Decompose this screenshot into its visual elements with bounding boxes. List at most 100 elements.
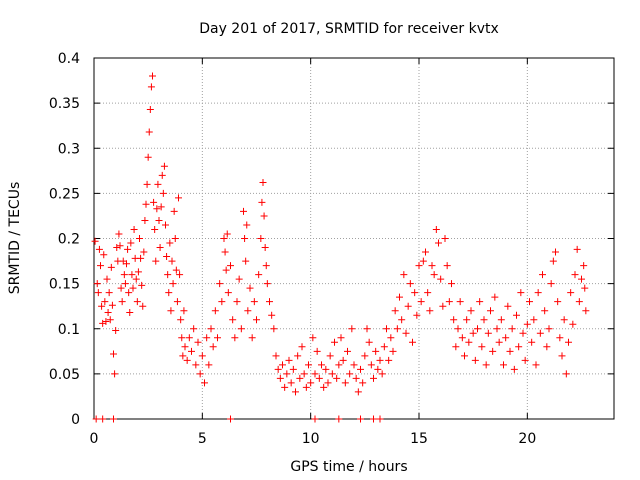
data-point: [196, 370, 204, 378]
data-point: [510, 365, 518, 373]
data-point: [484, 329, 492, 337]
data-point: [92, 415, 100, 423]
y-tick-label: 0.35: [49, 96, 80, 112]
data-point: [513, 311, 520, 319]
data-point: [139, 302, 147, 310]
data-point: [539, 271, 546, 279]
data-point: [91, 237, 99, 245]
data-point: [105, 289, 113, 297]
data-point: [140, 248, 148, 256]
data-point: [118, 298, 126, 306]
data-point: [575, 298, 583, 306]
data-point: [560, 316, 568, 324]
data-point: [300, 370, 308, 378]
data-point: [173, 298, 181, 306]
data-point: [98, 302, 106, 310]
data-point: [183, 356, 191, 364]
data-point: [415, 262, 423, 270]
data-point: [144, 153, 152, 161]
data-point: [352, 374, 360, 382]
data-point: [150, 198, 158, 206]
data-point: [132, 275, 140, 283]
data-point: [357, 365, 364, 373]
data-point: [357, 415, 364, 423]
data-point: [354, 388, 362, 396]
data-point: [424, 289, 432, 297]
data-point: [241, 235, 249, 242]
data-point: [580, 262, 588, 270]
data-point: [104, 309, 112, 317]
data-point: [285, 356, 293, 364]
data-point: [106, 316, 114, 324]
y-tick-label: 0.15: [49, 277, 80, 293]
data-point: [130, 225, 138, 233]
data-point: [432, 225, 440, 233]
data-point: [400, 271, 408, 279]
data-point: [167, 307, 175, 315]
data-point: [463, 316, 471, 324]
data-point: [573, 245, 581, 253]
data-point: [376, 415, 384, 423]
ticks: [93, 57, 614, 420]
data-point: [156, 244, 164, 252]
data-point: [478, 343, 486, 351]
data-point: [493, 325, 501, 333]
data-point: [134, 268, 142, 276]
chart-title: Day 201 of 2017, SRMTID for receiver kvt…: [199, 21, 499, 37]
data-point: [450, 316, 458, 324]
data-point: [162, 221, 169, 229]
y-tick-label: 0: [71, 412, 80, 428]
data-point: [198, 352, 206, 360]
data-point: [448, 280, 455, 288]
data-point: [257, 235, 265, 242]
data-point: [374, 365, 382, 373]
data-point: [437, 275, 445, 283]
data-point: [192, 361, 200, 369]
data-point: [227, 262, 234, 270]
data-point: [169, 280, 177, 288]
data-point: [103, 275, 111, 283]
data-point: [222, 266, 230, 274]
data-point: [93, 280, 101, 288]
data-point: [233, 298, 241, 306]
data-point: [142, 200, 150, 208]
data-point: [127, 239, 135, 247]
data-point: [383, 325, 390, 333]
data-point: [283, 370, 291, 378]
data-point: [175, 194, 182, 202]
data-point: [178, 334, 186, 342]
data-point: [526, 298, 533, 306]
x-tick-label: 5: [198, 431, 207, 447]
data-point: [565, 338, 572, 346]
y-tick-label: 0.25: [49, 186, 80, 202]
data-point: [101, 298, 109, 306]
data-point: [309, 334, 317, 342]
data-point: [528, 338, 536, 346]
data-point: [302, 383, 310, 391]
data-point: [194, 338, 202, 346]
data-point: [426, 307, 434, 315]
data-point: [335, 415, 343, 423]
y-axis-label: SRMTID / TECUs: [7, 182, 23, 295]
data-point: [454, 325, 462, 333]
data-point: [422, 248, 429, 256]
data-point: [125, 289, 133, 297]
data-point: [207, 325, 215, 333]
y-tick-label: 0.3: [58, 141, 80, 157]
data-point: [311, 415, 319, 423]
data-point: [224, 289, 232, 297]
data-point: [138, 281, 146, 289]
data-point: [456, 298, 464, 306]
data-point: [430, 271, 438, 279]
data-point: [502, 334, 510, 342]
data-point: [335, 361, 343, 369]
data-point: [123, 260, 130, 268]
data-point: [465, 338, 473, 346]
data-point: [287, 379, 295, 387]
data-points: [91, 72, 590, 423]
data-point: [223, 230, 231, 238]
data-point: [387, 334, 395, 342]
data-point: [581, 284, 589, 292]
data-point: [266, 298, 273, 306]
data-point: [163, 253, 171, 261]
